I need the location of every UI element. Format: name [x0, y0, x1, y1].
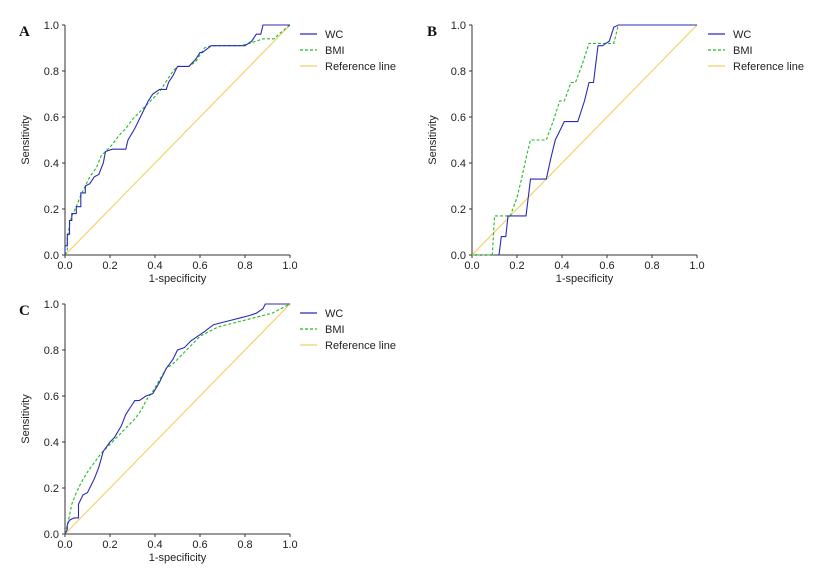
legend-label: BMI	[325, 324, 345, 336]
legend-label: BMI	[325, 45, 345, 57]
x-axis-title: 1-specificity	[556, 273, 614, 285]
series-line-reference-line	[471, 24, 698, 256]
series-line-reference-line	[64, 24, 291, 256]
x-axis-title: 1-specificity	[149, 552, 207, 564]
x-tick-label: 0.2	[509, 260, 524, 272]
y-axis-title: Sensitivity	[427, 115, 439, 165]
x-tick-label: 0.4	[554, 260, 569, 272]
series-line-reference-line	[64, 303, 291, 535]
x-tick-label: 0.2	[102, 539, 117, 551]
x-tick-label: 0.4	[147, 539, 162, 551]
legend-label: Reference line	[325, 340, 396, 352]
y-tick-label: 1.0	[44, 299, 59, 311]
y-tick-label: 0.8	[451, 66, 466, 78]
y-tick-label: 0.2	[451, 204, 466, 216]
series-line-bmi	[472, 24, 697, 256]
y-tick-label: 0.0	[44, 529, 59, 541]
x-tick-label: 0.2	[102, 260, 117, 272]
x-tick-label: 0.8	[237, 260, 252, 272]
y-axis-title: Sensitivity	[20, 115, 32, 165]
roc-panel-b: B 0.0 0.2 0.4 0.6 0.8 1.0 0.0 0.2 0.4 0.6 0.8 1.0 1-s…	[427, 20, 804, 285]
x-tick-label: 0.0	[464, 260, 479, 272]
legend-label: WC	[325, 308, 343, 320]
panel-letter: C	[19, 303, 30, 319]
y-tick-label: 1.0	[451, 20, 466, 32]
panel-letter: A	[19, 24, 30, 40]
y-axis-title: Sensitivity	[20, 394, 32, 444]
legend-label: WC	[733, 29, 751, 41]
y-tick-label: 0.4	[44, 437, 59, 449]
legend: WC BMI Reference line	[300, 308, 396, 352]
x-tick-label: 1.0	[282, 539, 297, 551]
legend-label: BMI	[733, 45, 753, 57]
x-tick-label: 0.6	[599, 260, 614, 272]
panel-letter: B	[427, 24, 437, 40]
x-tick-label: 0.6	[192, 260, 207, 272]
roc-panel-a: A 0.0 0.2 0.4 0.6 0.8 1.0 0.0 0.2 0.4 0.6 0.8 1.0 1-s…	[19, 20, 396, 285]
legend: WC BMI Reference line	[300, 29, 396, 73]
y-tick-label: 0.2	[44, 483, 59, 495]
y-tick-label: 0.6	[451, 112, 466, 124]
y-tick-label: 0.6	[44, 112, 59, 124]
series-line-bmi	[64, 303, 291, 535]
y-tick-label: 0.4	[451, 158, 466, 170]
legend-label: Reference line	[733, 61, 804, 73]
series-line-wc	[498, 24, 697, 256]
legend-label: WC	[325, 29, 343, 41]
x-tick-label: 0.0	[57, 539, 72, 551]
series-line-wc	[64, 24, 290, 255]
roc-panel-c: C 0.0 0.2 0.4 0.6 0.8 1.0 0.0 0.2 0.4 0.6 0.8 1.0 1-s…	[19, 299, 396, 564]
x-tick-label: 0.4	[147, 260, 162, 272]
y-tick-label: 0.8	[44, 66, 59, 78]
x-tick-label: 0.8	[237, 539, 252, 551]
y-tick-label: 0.4	[44, 158, 59, 170]
y-tick-label: 0.0	[451, 250, 466, 262]
legend-label: Reference line	[325, 61, 396, 73]
y-tick-label: 0.2	[44, 204, 59, 216]
x-tick-label: 0.0	[57, 260, 72, 272]
y-tick-label: 1.0	[44, 20, 59, 32]
series-line-wc	[64, 303, 290, 535]
y-tick-label: 0.6	[44, 391, 59, 403]
x-axis-title: 1-specificity	[149, 273, 207, 285]
y-tick-label: 0.0	[44, 250, 59, 262]
x-tick-label: 0.8	[644, 260, 659, 272]
x-tick-label: 0.6	[192, 539, 207, 551]
x-tick-label: 1.0	[282, 260, 297, 272]
x-tick-label: 1.0	[689, 260, 704, 272]
y-tick-label: 0.8	[44, 345, 59, 357]
legend: WC BMI Reference line	[708, 29, 804, 73]
